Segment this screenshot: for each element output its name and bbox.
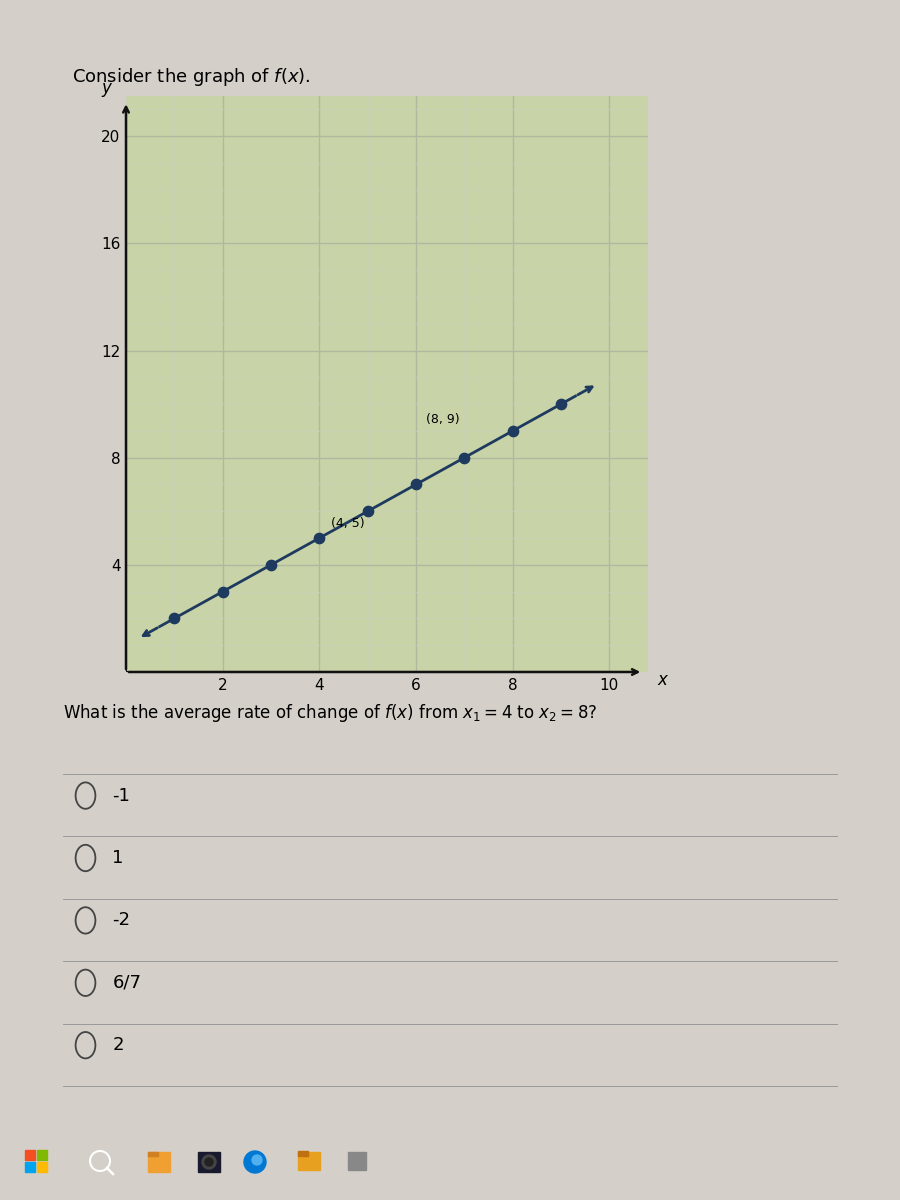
- Point: [409, 475, 423, 494]
- Circle shape: [205, 1158, 213, 1166]
- Circle shape: [252, 1154, 262, 1165]
- Text: y: y: [102, 79, 112, 97]
- Text: (8, 9): (8, 9): [426, 413, 459, 426]
- Point: [215, 582, 230, 601]
- Text: Consider the graph of $f(x)$.: Consider the graph of $f(x)$.: [72, 66, 310, 88]
- Text: What is the average rate of change of $f(x)$ from $x_1 = 4$ to $x_2 = 8$?: What is the average rate of change of $f…: [63, 702, 598, 724]
- Bar: [298, 1151, 308, 1156]
- Bar: [25, 1150, 35, 1160]
- Text: x: x: [658, 671, 668, 689]
- Point: [554, 395, 568, 414]
- Point: [506, 421, 520, 440]
- Text: (4, 5): (4, 5): [331, 517, 365, 530]
- Point: [312, 528, 327, 547]
- Text: 6/7: 6/7: [112, 974, 141, 991]
- Text: 1: 1: [112, 850, 124, 866]
- Point: [264, 556, 278, 575]
- Circle shape: [202, 1154, 216, 1169]
- Bar: [298, 1152, 320, 1170]
- Point: [361, 502, 375, 521]
- Point: [167, 608, 182, 628]
- Text: -2: -2: [112, 912, 130, 929]
- Bar: [37, 1150, 47, 1160]
- Text: -1: -1: [112, 787, 130, 804]
- Bar: [37, 1162, 47, 1172]
- Text: 2: 2: [112, 1036, 124, 1054]
- Circle shape: [244, 1151, 266, 1174]
- Bar: [348, 1152, 366, 1170]
- Point: [457, 448, 472, 467]
- Bar: [25, 1162, 35, 1172]
- Bar: [198, 1152, 220, 1172]
- Bar: [148, 1152, 170, 1172]
- Bar: [148, 1152, 158, 1156]
